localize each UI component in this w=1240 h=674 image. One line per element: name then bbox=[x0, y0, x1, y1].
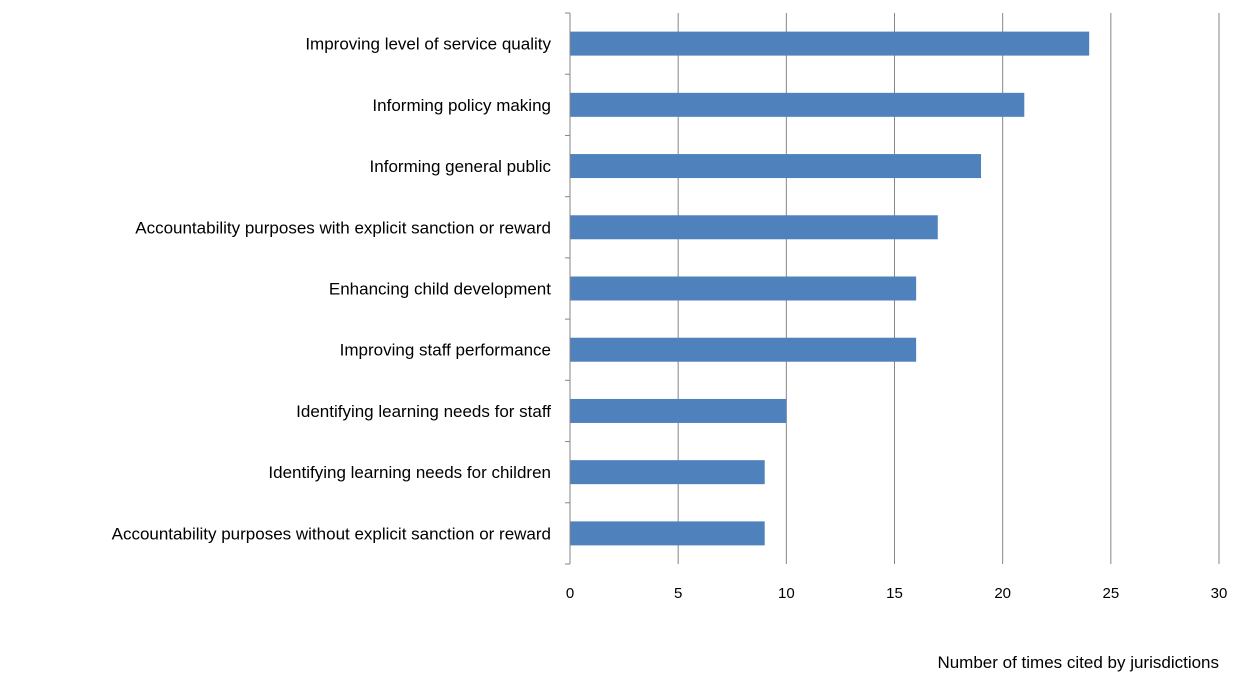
category-label: Improving level of service quality bbox=[305, 35, 551, 54]
category-label: Improving staff performance bbox=[340, 341, 551, 360]
x-tick-label: 5 bbox=[674, 585, 682, 602]
bar bbox=[570, 460, 765, 485]
category-labels: Improving level of service quality Inform… bbox=[112, 35, 552, 544]
category-label: Informing policy making bbox=[372, 96, 551, 115]
bar bbox=[570, 521, 765, 546]
category-label: Accountability purposes without explicit… bbox=[112, 524, 551, 543]
category-label: Informing general public bbox=[370, 157, 552, 176]
x-tick-label: 25 bbox=[1102, 585, 1119, 602]
x-tick-label: 0 bbox=[566, 585, 574, 602]
category-label: Enhancing child development bbox=[329, 280, 551, 299]
bar bbox=[570, 31, 1090, 56]
category-label: Accountability purposes with explicit sa… bbox=[135, 218, 551, 237]
bar bbox=[570, 154, 982, 179]
bar bbox=[570, 276, 917, 301]
bar bbox=[570, 398, 787, 423]
x-tick-label: 20 bbox=[994, 585, 1011, 602]
bars bbox=[570, 31, 1090, 546]
x-axis-title: Number of times cited by jurisdictions bbox=[937, 653, 1219, 672]
bar bbox=[570, 215, 938, 240]
axes bbox=[565, 12, 571, 565]
bar bbox=[570, 92, 1025, 117]
x-tick-label: 30 bbox=[1211, 585, 1228, 602]
bar bbox=[570, 337, 917, 362]
x-tick-labels: 0 5 10 15 20 25 30 bbox=[566, 585, 1228, 602]
category-label: Identifying learning needs for staff bbox=[296, 402, 551, 421]
x-tick-label: 10 bbox=[778, 585, 795, 602]
x-tick-label: 15 bbox=[886, 585, 903, 602]
category-label: Identifying learning needs for children bbox=[268, 463, 551, 482]
